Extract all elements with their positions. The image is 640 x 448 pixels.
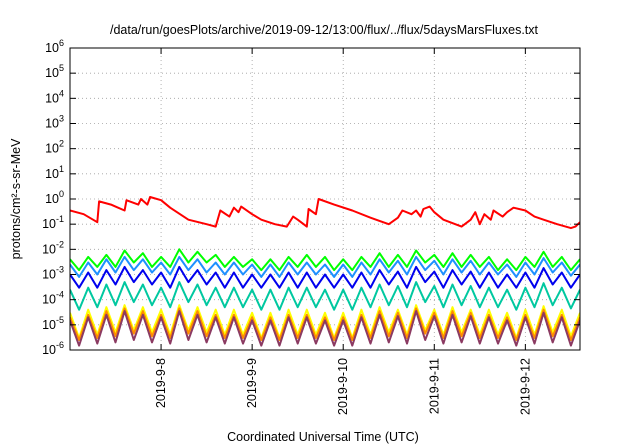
series-line-3 — [70, 255, 580, 278]
series-line-2 — [70, 248, 580, 272]
series-line-8 — [70, 310, 580, 347]
x-axis-label: Coordinated Universal Time (UTC) — [227, 430, 419, 444]
series-line-6 — [70, 304, 580, 339]
x-tick-label: 2019-9-11 — [427, 358, 441, 414]
x-tick-label: 2019-9-12 — [518, 358, 532, 415]
chart-title: /data/run/goesPlots/archive/2019-09-12/1… — [110, 23, 539, 37]
x-tick-label: 2019-9-8 — [154, 358, 168, 408]
x-tick-label: 2019-9-10 — [336, 358, 350, 415]
data-series — [70, 196, 580, 347]
series-line-1 — [70, 196, 580, 230]
series-line-4 — [70, 265, 580, 289]
series-line-5 — [70, 281, 580, 311]
x-axis-ticks: 2019-9-8 2019-9-9 2019-9-10 2019-9-11 2019-9… — [154, 48, 532, 415]
x-tick-label: 2019-9-9 — [245, 358, 259, 408]
series-line-7 — [70, 307, 580, 341]
y-axis-label: protons/cm²-s-sr-MeV — [9, 138, 23, 260]
